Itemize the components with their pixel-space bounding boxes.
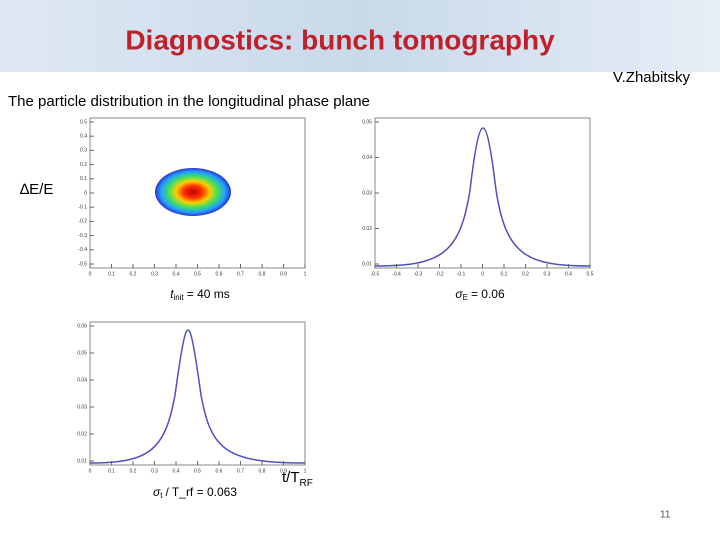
plot-caption: σE = 0.06	[455, 287, 505, 302]
author: V.Zhabitsky	[613, 69, 690, 86]
banner	[0, 0, 720, 72]
x-tick-label: -0.1	[457, 271, 466, 277]
subtitle: The particle distribution in the longitu…	[8, 93, 370, 110]
x-tick-label: 0.2	[522, 271, 529, 277]
x-tick-label: 0.3	[151, 271, 158, 277]
y-tick-label: -0.3	[78, 233, 87, 239]
y-tick-label: -0.2	[78, 219, 87, 225]
x-tick-label: 0.1	[108, 271, 115, 277]
caption-main: σ	[153, 485, 161, 499]
x-tick-label: 0	[89, 468, 92, 474]
x-tick-label: 0.8	[259, 271, 266, 277]
y-tick-label: 0.1	[80, 176, 87, 182]
page-number: 11	[660, 510, 671, 521]
y-tick-label: -0.1	[78, 205, 87, 211]
x-tick-label: 0.3	[544, 271, 551, 277]
x-tick-label: -0.3	[414, 271, 423, 277]
x-tick-label: 0.5	[194, 271, 201, 277]
x-tick-label: 0.6	[216, 468, 223, 474]
y-tick-label: 0.02	[362, 226, 372, 232]
x-tick-label: 0.7	[237, 468, 244, 474]
y-tick-label: 0.04	[362, 155, 372, 161]
caption-sub: t	[160, 491, 163, 500]
x-tick-label: -0.5	[371, 271, 380, 277]
caption-sub: init	[174, 293, 185, 302]
x-tick-label: 0.4	[565, 271, 572, 277]
x-tick-label: 0.1	[501, 271, 508, 277]
x-axis-label: t/TRF	[282, 469, 313, 489]
x-tick-label: 0.5	[194, 468, 201, 474]
x-tick-label: 1	[304, 271, 307, 277]
x-tick-label: 0.7	[237, 271, 244, 277]
x-tick-label: 0.6	[216, 271, 223, 277]
y-tick-label: -0.5	[78, 261, 87, 267]
x-tick-label: 0.4	[173, 468, 180, 474]
y-tick-label: 0.05	[77, 350, 87, 356]
x-tick-label: 0.4	[173, 271, 180, 277]
x-tick-label: 1	[304, 468, 307, 474]
y-tick-label: 0.04	[77, 377, 87, 383]
y-tick-label: 0.4	[80, 134, 87, 140]
caption-rest: = 0.06	[471, 287, 505, 301]
energy-profile	[374, 127, 591, 267]
phase-density	[155, 168, 231, 216]
y-tick-label: 0.01	[77, 458, 87, 464]
x-tick-label: 0.3	[151, 468, 158, 474]
caption-main: σ	[455, 287, 463, 301]
x-tick-label: 0.2	[130, 468, 137, 474]
y-tick-label: 0.02	[77, 431, 87, 437]
x-tick-label: 0.5	[587, 271, 594, 277]
y-tick-label: -0.4	[78, 247, 87, 253]
x-tick-label: 0.9	[280, 271, 287, 277]
y-tick-label: 0.3	[80, 148, 87, 154]
caption-main: t	[170, 287, 174, 301]
x-tick-label: 0.1	[108, 468, 115, 474]
y-tick-label: 0.03	[77, 404, 87, 410]
x-tick-label: 0	[481, 271, 484, 277]
x-tick-label: 0	[89, 271, 92, 277]
caption-rest: = 40 ms	[187, 287, 230, 301]
x-tick-label: 0.8	[259, 468, 266, 474]
x-tick-label: -0.2	[435, 271, 444, 277]
caption-rest: / T_rf = 0.063	[165, 485, 237, 499]
plot-caption: tinit = 40 ms	[170, 287, 230, 302]
x-tick-label: -0.4	[392, 271, 401, 277]
y-tick-label: 0.5	[80, 119, 87, 125]
y-tick-label: 0.05	[362, 119, 372, 125]
y-tick-label: 0	[84, 190, 87, 196]
x-tick-label: 0.9	[280, 468, 287, 474]
plot-caption: σt / T_rf = 0.063	[153, 485, 237, 500]
y-tick-label: 0.2	[80, 162, 87, 168]
time-profile	[89, 329, 306, 464]
caption-sub: E	[463, 293, 468, 302]
y-axis-label: ∆E/E	[20, 181, 53, 198]
y-tick-label: 0.06	[77, 323, 87, 329]
y-tick-label: 0.03	[362, 190, 372, 196]
title: Diagnostics: bunch tomography	[125, 24, 555, 55]
x-tick-label: 0.2	[130, 271, 137, 277]
y-tick-label: 0.01	[362, 261, 372, 267]
